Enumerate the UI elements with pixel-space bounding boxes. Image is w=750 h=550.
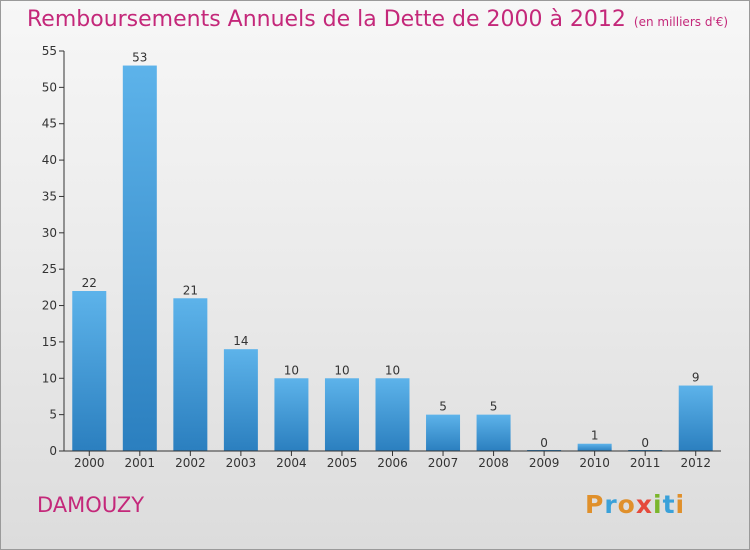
x-tick-label: 2012 <box>680 456 711 470</box>
logo-letter: P <box>585 490 605 519</box>
title-main: Remboursements Annuels de la Dette de 20… <box>27 7 626 32</box>
bar <box>426 414 461 451</box>
bar <box>324 378 359 451</box>
y-tick-label: 30 <box>42 226 57 240</box>
y-tick-label: 45 <box>42 117 57 131</box>
logo-letter: i <box>675 490 686 519</box>
y-tick-label: 55 <box>42 44 57 58</box>
bar-value-label: 14 <box>233 334 248 348</box>
bar-value-label: 21 <box>183 283 198 297</box>
y-axis: 0 5 10 15 20 25 30 35 40 45 50 55 <box>42 44 65 458</box>
logo-letter: x <box>635 490 653 519</box>
commune-name: DAMOUZY <box>37 493 145 517</box>
x-tick-label: 2004 <box>276 456 307 470</box>
x-tick-label: 2011 <box>630 456 661 470</box>
logo-letter: i <box>653 490 663 519</box>
bar <box>678 385 713 451</box>
bar-value-label: 10 <box>334 363 349 377</box>
y-tick-label: 20 <box>42 299 57 313</box>
x-tick-label: 2005 <box>327 456 358 470</box>
y-tick-label: 15 <box>42 335 57 349</box>
x-tick-label: 2007 <box>428 456 459 470</box>
y-tick-label: 5 <box>49 408 57 422</box>
bar-value-label: 5 <box>439 400 447 414</box>
y-tick-label: 35 <box>42 189 57 203</box>
bar-value-label: 53 <box>132 51 147 65</box>
bar <box>274 378 309 451</box>
bar-value-label: 1 <box>591 429 599 443</box>
y-tick-label: 0 <box>49 444 57 458</box>
proxiti-logo: Proxiti <box>585 490 685 519</box>
logo-letter: r <box>604 490 618 519</box>
x-tick-label: 2002 <box>175 456 206 470</box>
x-tick-label: 2010 <box>579 456 610 470</box>
y-tick-label: 40 <box>42 153 57 167</box>
y-tick-label: 10 <box>42 371 57 385</box>
bar <box>577 443 612 451</box>
bar-value-label: 22 <box>82 276 97 290</box>
bar-value-label: 10 <box>284 363 299 377</box>
title-unit: (en milliers d'€) <box>633 15 729 29</box>
bar-value-label: 5 <box>490 400 498 414</box>
y-tick-label: 25 <box>42 262 57 276</box>
bar-value-label: 9 <box>692 371 700 385</box>
bar-value-label: 0 <box>641 436 649 450</box>
x-tick-label: 2001 <box>125 456 156 470</box>
bar <box>375 378 410 451</box>
bar-value-label: 0 <box>540 436 548 450</box>
chart-title: Remboursements Annuels de la Dette de 20… <box>27 7 728 32</box>
x-tick-label: 2009 <box>529 456 560 470</box>
y-tick-label: 50 <box>42 80 57 94</box>
logo-letter: o <box>617 490 636 519</box>
bar <box>223 349 258 451</box>
x-tick-label: 2000 <box>74 456 105 470</box>
x-tick-label: 2008 <box>478 456 509 470</box>
x-tick-label: 2003 <box>226 456 257 470</box>
x-axis: 2000 2001 2002 2003 2004 2005 2006 2007 2008 2009… <box>64 450 721 470</box>
bar <box>476 414 511 451</box>
x-tick-label: 2006 <box>377 456 408 470</box>
bar <box>173 298 208 451</box>
bar <box>72 291 107 451</box>
logo-letter: t <box>662 490 676 519</box>
bar-value-label: 10 <box>385 363 400 377</box>
bar <box>122 65 157 451</box>
